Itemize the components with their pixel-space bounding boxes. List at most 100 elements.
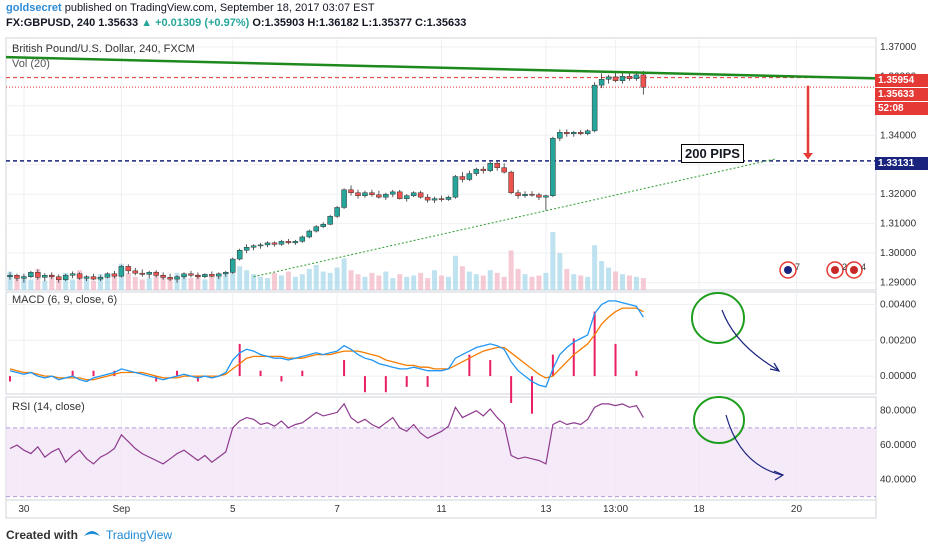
candle-body bbox=[21, 276, 27, 279]
candle-body bbox=[438, 198, 445, 200]
volume-bar bbox=[494, 272, 500, 290]
candle-body bbox=[626, 76, 633, 79]
volume-bar bbox=[223, 272, 229, 290]
candle-body bbox=[209, 274, 215, 277]
volume-bar bbox=[452, 255, 458, 290]
volume-bar bbox=[97, 274, 103, 290]
tradingview-brand[interactable]: TradingView bbox=[106, 528, 173, 542]
volume-bar bbox=[209, 275, 215, 290]
candle-body bbox=[250, 245, 257, 248]
candle-body bbox=[160, 275, 166, 278]
rsi-tick-label: 60.0000 bbox=[880, 440, 917, 451]
volume-bar bbox=[585, 276, 591, 290]
volume-bar bbox=[21, 275, 27, 290]
volume-bar bbox=[104, 278, 110, 290]
volume-bar bbox=[487, 270, 493, 290]
volume-bar bbox=[306, 268, 312, 290]
volume-bar bbox=[480, 275, 486, 290]
x-tick-label: 5 bbox=[230, 504, 236, 515]
x-tick-label: Sep bbox=[112, 504, 130, 515]
volume-bar bbox=[188, 278, 194, 290]
publish-info: published on TradingView.com, September … bbox=[64, 2, 375, 14]
macd-line bbox=[9, 300, 644, 388]
candle-body bbox=[605, 76, 612, 80]
x-tick-label: 20 bbox=[791, 504, 803, 515]
volume-bar bbox=[56, 278, 62, 290]
volume-bar bbox=[14, 278, 20, 290]
candle-body bbox=[612, 76, 619, 81]
candle-body bbox=[188, 273, 194, 276]
candle-body bbox=[584, 130, 591, 135]
candle-body bbox=[480, 168, 487, 171]
volume-bar bbox=[425, 278, 431, 290]
volume-bar bbox=[439, 275, 445, 290]
candle-body bbox=[125, 266, 132, 272]
x-tick-label: 13:00 bbox=[603, 504, 628, 515]
macd-tick-label: 0.00000 bbox=[880, 371, 917, 382]
candle-body bbox=[28, 272, 34, 277]
price-tick-label: 1.31000 bbox=[880, 219, 917, 230]
volume-bar bbox=[265, 278, 271, 290]
price-box-resistance: 1.35954 bbox=[875, 74, 928, 87]
volume-bar bbox=[153, 271, 159, 290]
candle-body bbox=[229, 258, 236, 273]
volume-bar bbox=[362, 276, 368, 290]
volume-bar bbox=[278, 275, 284, 290]
candle-body bbox=[390, 191, 396, 195]
time-axis-border bbox=[5, 499, 877, 519]
candle-body bbox=[459, 176, 466, 180]
price-tick-label: 1.32000 bbox=[880, 189, 917, 200]
volume-bar bbox=[501, 276, 507, 290]
candle-body bbox=[14, 275, 20, 279]
candle-body bbox=[536, 194, 542, 198]
candle-body bbox=[522, 193, 528, 196]
target-arrow-head bbox=[803, 152, 813, 160]
candle-body bbox=[452, 176, 459, 198]
price-tick-label: 1.34000 bbox=[880, 130, 917, 141]
volume-bar bbox=[640, 278, 646, 290]
rsi-tick-label: 40.0000 bbox=[880, 474, 917, 485]
volume-bar bbox=[571, 274, 577, 290]
rsi-line bbox=[9, 402, 644, 465]
volume-bar bbox=[313, 264, 319, 290]
candle-body bbox=[508, 171, 514, 193]
footer: Created with TradingView bbox=[6, 528, 172, 542]
volume-bar bbox=[543, 272, 549, 290]
volume-bar bbox=[49, 274, 55, 290]
volume-bar bbox=[355, 274, 361, 290]
event-flag-dot bbox=[831, 266, 839, 274]
volume-bar bbox=[77, 270, 83, 290]
candle-body bbox=[146, 272, 152, 275]
candle-body bbox=[403, 195, 410, 199]
candle-body bbox=[633, 74, 640, 79]
candle-body bbox=[383, 193, 389, 198]
candle-body bbox=[223, 272, 229, 275]
volume-bar bbox=[522, 274, 528, 290]
candle-body bbox=[557, 132, 563, 139]
candle-body bbox=[299, 236, 306, 242]
event-badge-count-2: 2 bbox=[842, 262, 848, 272]
chart-title: British Pound/U.S. Dollar, 240, FXCM bbox=[12, 43, 195, 55]
candle-body bbox=[306, 230, 313, 238]
candle-body bbox=[362, 192, 368, 196]
candle-body bbox=[111, 273, 118, 277]
candle-body bbox=[417, 192, 424, 198]
macd-label: MACD (6, 9, close, 6) bbox=[12, 294, 118, 306]
candle-body bbox=[529, 193, 535, 196]
candle-body bbox=[42, 275, 48, 278]
candle-body bbox=[35, 272, 41, 278]
candle-body bbox=[55, 276, 62, 280]
volume-bar bbox=[613, 271, 619, 290]
volume-bar bbox=[626, 275, 632, 290]
volume-bar bbox=[230, 261, 236, 290]
candle-body bbox=[445, 196, 452, 200]
volume-bar bbox=[557, 253, 563, 290]
volume-bar bbox=[432, 270, 438, 290]
candle-body bbox=[501, 167, 507, 173]
author-link[interactable]: goldsecret bbox=[6, 2, 62, 14]
volume-bar bbox=[390, 278, 396, 290]
volume-bar bbox=[515, 268, 521, 290]
candle-body bbox=[257, 244, 264, 247]
candle-body bbox=[236, 249, 243, 260]
